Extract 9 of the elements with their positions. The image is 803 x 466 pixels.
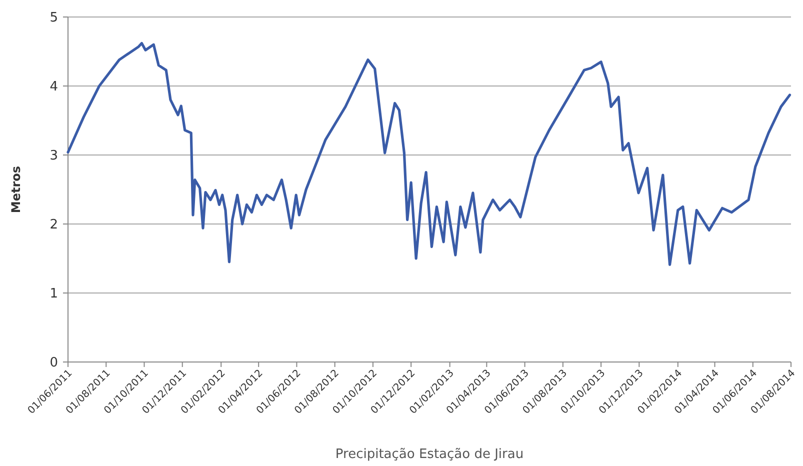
y-tick-label: 5 — [50, 10, 58, 26]
x-axis-title: Precipitação Estação de Jirau — [335, 447, 524, 462]
y-tick-label: 1 — [50, 286, 58, 302]
y-tick-label: 2 — [50, 218, 58, 233]
y-tick-label: 4 — [50, 80, 58, 95]
y-tick-label: 0 — [50, 356, 58, 371]
y-axis-title: Metros — [9, 166, 23, 214]
y-tick-label: 3 — [50, 148, 58, 164]
line-series — [66, 42, 792, 266]
